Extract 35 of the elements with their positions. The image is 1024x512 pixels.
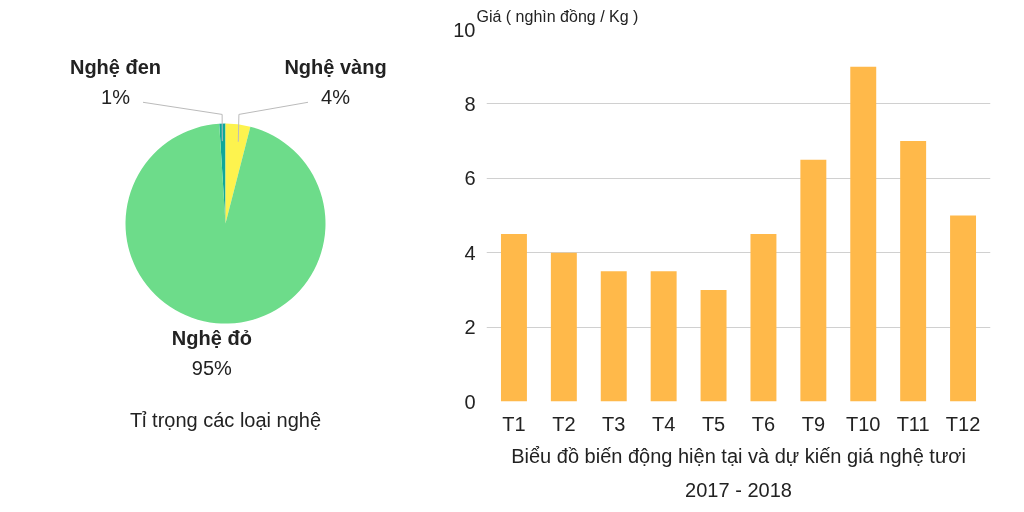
data-label: 4% — [321, 86, 351, 109]
bar — [550, 252, 577, 402]
bar — [950, 215, 977, 402]
slice-label: Nghệ đen — [69, 56, 162, 79]
text: Tỉ trọng các loại nghệ — [129, 408, 322, 431]
x-tick-label: T4 — [651, 412, 676, 435]
data-label: 95% — [191, 357, 233, 380]
y-tick-label: 10 — [453, 18, 476, 41]
y-tick-label: 2 — [464, 316, 476, 339]
x-tick-label: T6 — [751, 412, 776, 435]
x-tick-label: T10 — [846, 412, 881, 435]
x-tick-label: T11 — [896, 412, 930, 435]
y-axis-title: Giá ( nghìn đồng / Kg ) — [476, 7, 639, 25]
bar — [850, 66, 877, 402]
y-tick-label: 6 — [464, 167, 476, 190]
y-tick-label: 0 — [464, 390, 476, 413]
bar — [800, 159, 827, 402]
data-label: 1% — [101, 86, 131, 109]
bar — [900, 141, 927, 402]
x-tick-label: T3 — [602, 412, 626, 435]
text: Biểu đồ biến động hiện tại và dự kiến giá nghệ tươi 2017 - 2018 — [511, 444, 966, 501]
bar — [500, 234, 527, 402]
x-tick-label: T5 — [701, 412, 726, 435]
x-tick-label: T12 — [945, 412, 981, 435]
x-tick-label: T9 — [801, 412, 826, 435]
x-tick-label: T2 — [552, 412, 576, 435]
bar — [600, 271, 627, 402]
bar — [650, 271, 677, 402]
y-tick-label: 4 — [464, 241, 476, 264]
bar — [750, 234, 777, 402]
bar — [700, 289, 727, 402]
x-tick-label: T1 — [502, 412, 526, 435]
slice-label: Nghệ vàng — [284, 56, 387, 79]
slice-label: Nghệ đỏ — [171, 326, 252, 349]
y-tick-label: 8 — [464, 92, 476, 115]
